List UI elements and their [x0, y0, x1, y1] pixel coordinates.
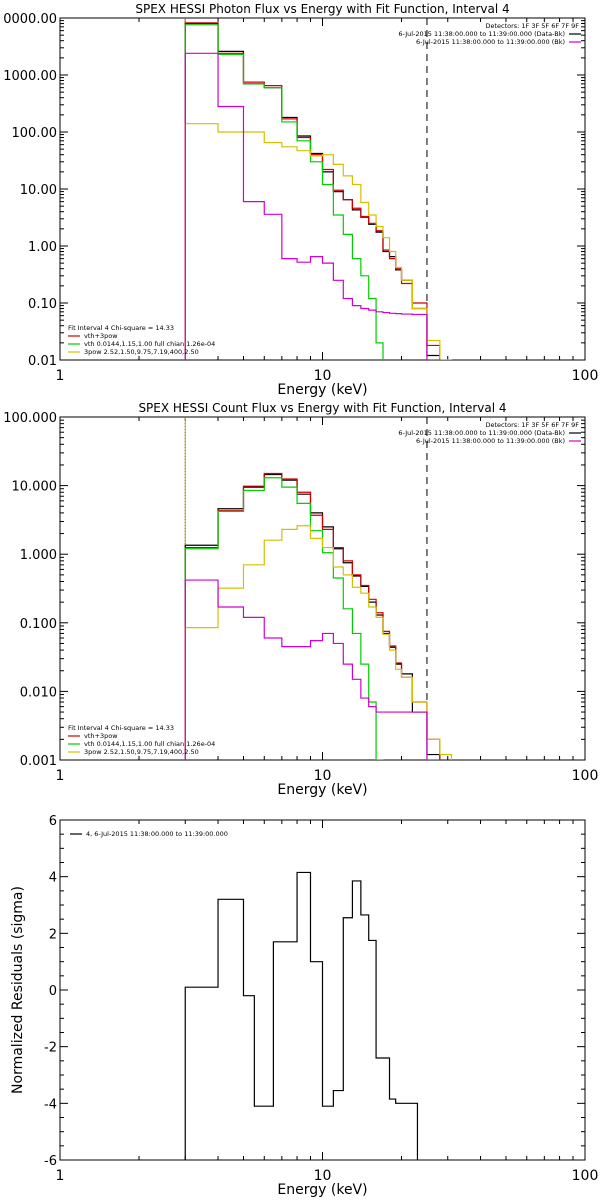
- y-axis-label-residuals: Normalized Residuals (sigma): [10, 886, 26, 1094]
- y-tick-label: 4: [49, 871, 57, 886]
- y-tick-label: 0.01: [28, 354, 57, 369]
- y-tick-label: 1000.00: [3, 69, 57, 84]
- plot-frame-photon: [59, 17, 586, 361]
- legend-bottomleft-text: 3pow 2.52,1.50,9.75,7.19,400,2.50: [84, 348, 199, 356]
- y-tick-label: 0: [49, 984, 57, 999]
- histogram-series-1: [184, 472, 441, 760]
- histogram-series-0: [184, 473, 441, 760]
- x-tick-label: 100: [572, 368, 599, 384]
- plot-area-count: [184, 417, 453, 760]
- y-tick-label: 10.000: [12, 480, 58, 495]
- y-tick-label: 10.00: [20, 183, 57, 198]
- x-tick-label: 10: [314, 1168, 332, 1184]
- legend-bottomleft-text: vth 0.0144,1.15,1.00 full chian 1.26e-04: [84, 340, 215, 348]
- histogram-series-2: [184, 477, 384, 760]
- x-tick-label: 1: [56, 368, 65, 384]
- y-tick-label: 1.00: [28, 240, 57, 255]
- x-axis-label-photon: Energy (keV): [277, 382, 367, 398]
- y-tick-label: 0.10: [28, 297, 57, 312]
- y-tick-label: -2: [44, 1041, 57, 1056]
- y-tick-label: 0000.00: [3, 12, 57, 27]
- histogram-series-0: [184, 871, 419, 1160]
- x-tick-label: 100: [572, 1168, 599, 1184]
- chart-title-photon: SPEX HESSI Photon Flux vs Energy with Fi…: [135, 2, 509, 16]
- x-tick-label: 100: [572, 768, 599, 784]
- histogram-series-2: [184, 24, 384, 360]
- x-axis-label-residuals: Energy (keV): [277, 1182, 367, 1198]
- x-axis-label-count: Energy (keV): [277, 782, 367, 798]
- plot-frame-count: [59, 416, 586, 761]
- y-tick-label: 0.001: [20, 754, 57, 769]
- y-tick-label: -4: [44, 1097, 57, 1112]
- legend-topright-text: Detectors: 1F 3F 5F 6F 7F 9F: [485, 22, 579, 30]
- x-tick-label: 1: [56, 1168, 65, 1184]
- legend-bottomleft-text: Fit Interval 4 Chi-square = 14.33: [68, 724, 174, 732]
- histogram-series-4: [184, 579, 441, 760]
- legend-topright-text: Detectors: 1F 3F 5F 6F 7F 9F: [485, 421, 579, 429]
- x-tick-label: 10: [314, 368, 332, 384]
- plot-area-residuals: [184, 871, 419, 1160]
- y-tick-label: 100.00: [12, 126, 58, 141]
- x-tick-label: 10: [314, 768, 332, 784]
- legend-bottomleft-text: Fit Interval 4 Chi-square = 14.33: [68, 324, 174, 332]
- legend-topright-text: 6-Jul-2015 11:38:00.000 to 11:39:00.000 …: [416, 38, 565, 46]
- histogram-series-3: [184, 123, 453, 360]
- histogram-series-1: [184, 22, 453, 360]
- x-tick-label: 1: [56, 768, 65, 784]
- y-tick-label: 6: [49, 814, 57, 829]
- legend-bottomleft-text: vth+3pow: [84, 332, 118, 340]
- y-tick-label: 0.100: [20, 617, 57, 632]
- chart-title-count: SPEX HESSI Count Flux vs Energy with Fit…: [138, 401, 506, 415]
- legend-bottomleft-text: 3pow 2.52,1.50,9.75,7.19,400,2.50: [84, 748, 199, 756]
- histogram-series-4: [184, 52, 441, 360]
- legend-topright-text: 6-Jul-2015 11:38:00.000 to 11:39:00.000 …: [398, 429, 565, 437]
- y-tick-label: 2: [49, 927, 57, 942]
- histogram-series-3: [184, 525, 453, 760]
- legend-topright-text: 6-Jul-2015 11:38:00.000 to 11:39:00.000 …: [398, 30, 565, 38]
- histogram-series-0: [184, 22, 441, 360]
- y-tick-label: 100.000: [3, 411, 57, 426]
- legend-bottomleft-text: vth+3pow: [84, 732, 118, 740]
- legend-topright-text: 6-Jul-2015 11:38:00.000 to 11:39:00.000 …: [416, 437, 565, 445]
- legend-topleft-text: 4, 6-Jul-2015 11:38:00.000 to 11:39:00.0…: [86, 830, 228, 838]
- y-tick-label: -6: [44, 1154, 57, 1169]
- plot-area-photon: [184, 18, 453, 360]
- y-tick-label: 1.000: [20, 548, 57, 563]
- legend-bottomleft-text: vth 0.0144,1.15,1.00 full chian 1.26e-04: [84, 740, 215, 748]
- y-tick-label: 0.010: [20, 685, 57, 700]
